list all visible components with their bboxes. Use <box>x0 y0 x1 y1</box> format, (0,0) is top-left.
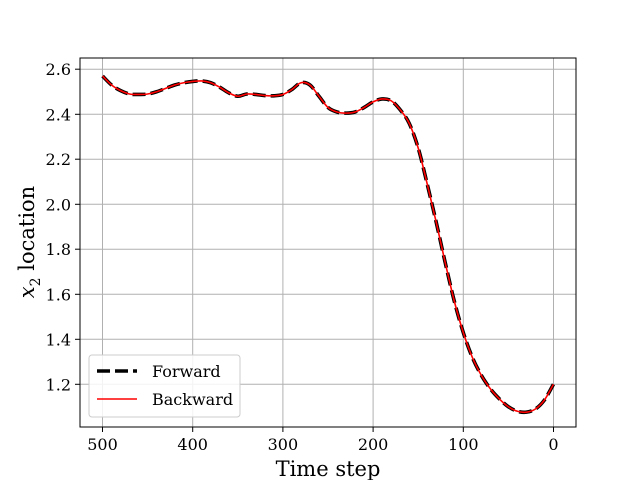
y-tick-label: 1.8 <box>46 240 71 259</box>
y-tick-label: 2.2 <box>46 150 71 169</box>
x-tick-label: 300 <box>268 435 299 454</box>
legend: Forward Backward <box>88 354 241 418</box>
y-tick-label: 2.6 <box>46 60 71 79</box>
x-axis-label: Time step <box>276 457 381 480</box>
x-tick-label: 200 <box>358 435 389 454</box>
legend-backward-label: Backward <box>152 390 233 409</box>
y-tick-label: 1.2 <box>46 375 71 394</box>
y-tick-label: 2.4 <box>46 105 71 124</box>
tick-layer: 500 400 300 200 100 0 1.2 1.4 1.6 1.8 2.0 2.2 2.4 2.6 <box>46 60 559 454</box>
y-tick-label: 1.6 <box>46 285 71 304</box>
x-tick-label: 100 <box>448 435 479 454</box>
legend-forward-label: Forward <box>152 362 221 381</box>
x-tick-label: 400 <box>177 435 208 454</box>
series-line-backward <box>101 75 555 414</box>
y-axis-label: x2 location <box>15 186 44 298</box>
series-layer <box>101 74 556 415</box>
grid-layer <box>80 58 576 427</box>
plot-frame <box>79 57 577 428</box>
x-tick-label: 0 <box>548 435 558 454</box>
x-tick-label: 500 <box>87 435 118 454</box>
y-tick-label: 2.0 <box>46 195 71 214</box>
y-tick-label: 1.4 <box>46 330 71 349</box>
